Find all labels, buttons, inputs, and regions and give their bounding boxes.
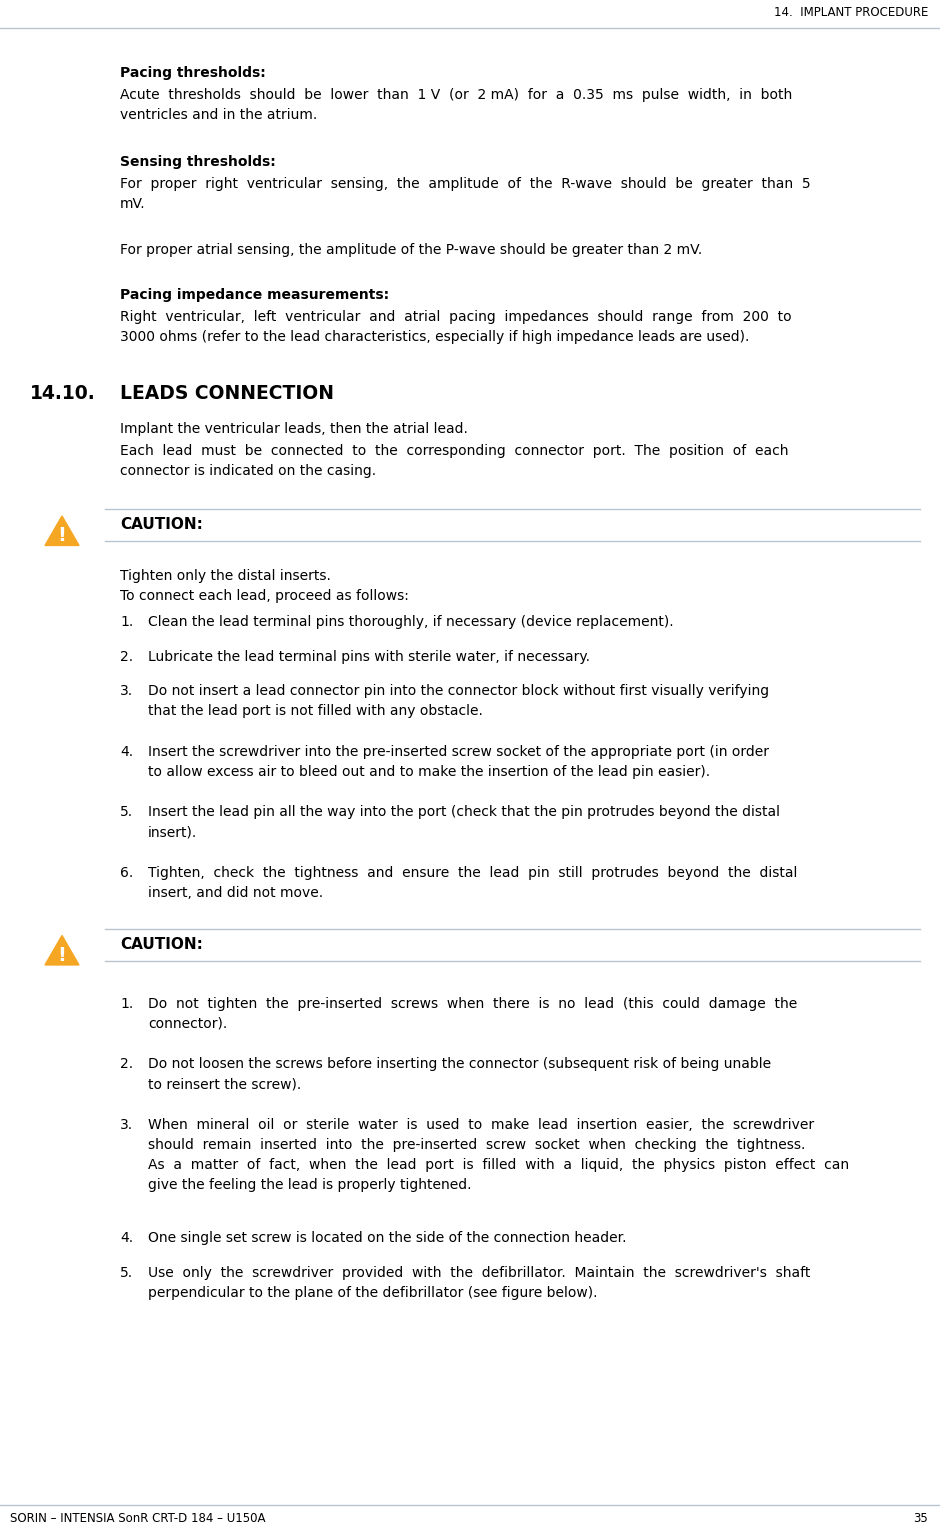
Text: Right  ventricular,  left  ventricular  and  atrial  pacing  impedances  should : Right ventricular, left ventricular and … (120, 310, 791, 343)
Text: Implant the ventricular leads, then the atrial lead.: Implant the ventricular leads, then the … (120, 423, 468, 437)
Text: !: ! (57, 946, 67, 964)
Text: Each  lead  must  be  connected  to  the  corresponding  connector  port.  The  : Each lead must be connected to the corre… (120, 445, 789, 478)
Polygon shape (45, 517, 79, 546)
Text: Clean the lead terminal pins thoroughly, if necessary (device replacement).: Clean the lead terminal pins thoroughly,… (148, 615, 674, 629)
Text: 5.: 5. (120, 805, 133, 819)
Text: 1.: 1. (120, 996, 133, 1010)
Text: For proper atrial sensing, the amplitude of the P-wave should be greater than 2 : For proper atrial sensing, the amplitude… (120, 244, 702, 258)
Text: 1.: 1. (120, 615, 133, 629)
Text: 35: 35 (914, 1513, 928, 1525)
Text: Insert the lead pin all the way into the port (check that the pin protrudes beyo: Insert the lead pin all the way into the… (148, 805, 780, 839)
Text: Acute  thresholds  should  be  lower  than  1 V  (or  2 mA)  for  a  0.35  ms  p: Acute thresholds should be lower than 1 … (120, 87, 792, 123)
Text: SORIN – INTENSIA SonR CRT-D 184 – U150A: SORIN – INTENSIA SonR CRT-D 184 – U150A (10, 1513, 265, 1525)
Text: Lubricate the lead terminal pins with sterile water, if necessary.: Lubricate the lead terminal pins with st… (148, 650, 590, 664)
Text: Tighten,  check  the  tightness  and  ensure  the  lead  pin  still  protrudes  : Tighten, check the tightness and ensure … (148, 866, 797, 900)
Text: Use  only  the  screwdriver  provided  with  the  defibrillator.  Maintain  the : Use only the screwdriver provided with t… (148, 1266, 810, 1300)
Text: 3.: 3. (120, 684, 133, 698)
Text: 14.10.: 14.10. (30, 385, 96, 403)
Text: 14.  IMPLANT PROCEDURE: 14. IMPLANT PROCEDURE (774, 6, 928, 20)
Text: !: ! (57, 526, 67, 546)
Text: Do not insert a lead connector pin into the connector block without first visual: Do not insert a lead connector pin into … (148, 684, 769, 717)
Text: 3.: 3. (120, 1118, 133, 1131)
Text: CAUTION:: CAUTION: (120, 937, 203, 952)
Text: Pacing thresholds:: Pacing thresholds: (120, 66, 266, 80)
Text: Pacing impedance measurements:: Pacing impedance measurements: (120, 288, 389, 302)
Text: One single set screw is located on the side of the connection header.: One single set screw is located on the s… (148, 1231, 626, 1245)
Text: 2.: 2. (120, 650, 133, 664)
Text: CAUTION:: CAUTION: (120, 517, 203, 532)
Text: 5.: 5. (120, 1266, 133, 1280)
Text: To connect each lead, proceed as follows:: To connect each lead, proceed as follows… (120, 589, 409, 602)
Polygon shape (45, 935, 79, 964)
Text: 2.: 2. (120, 1058, 133, 1072)
Text: Insert the screwdriver into the pre-inserted screw socket of the appropriate por: Insert the screwdriver into the pre-inse… (148, 745, 769, 779)
Text: Sensing thresholds:: Sensing thresholds: (120, 155, 275, 169)
Text: Do not loosen the screws before inserting the connector (subsequent risk of bein: Do not loosen the screws before insertin… (148, 1058, 771, 1091)
Text: Do  not  tighten  the  pre-inserted  screws  when  there  is  no  lead  (this  c: Do not tighten the pre-inserted screws w… (148, 996, 797, 1030)
Text: When  mineral  oil  or  sterile  water  is  used  to  make  lead  insertion  eas: When mineral oil or sterile water is use… (148, 1118, 849, 1193)
Text: Tighten only the distal inserts.: Tighten only the distal inserts. (120, 569, 331, 583)
Text: LEADS CONNECTION: LEADS CONNECTION (120, 385, 334, 403)
Text: 6.: 6. (120, 866, 133, 880)
Text: 4.: 4. (120, 1231, 133, 1245)
Text: For  proper  right  ventricular  sensing,  the  amplitude  of  the  R-wave  shou: For proper right ventricular sensing, th… (120, 176, 810, 210)
Text: 4.: 4. (120, 745, 133, 759)
